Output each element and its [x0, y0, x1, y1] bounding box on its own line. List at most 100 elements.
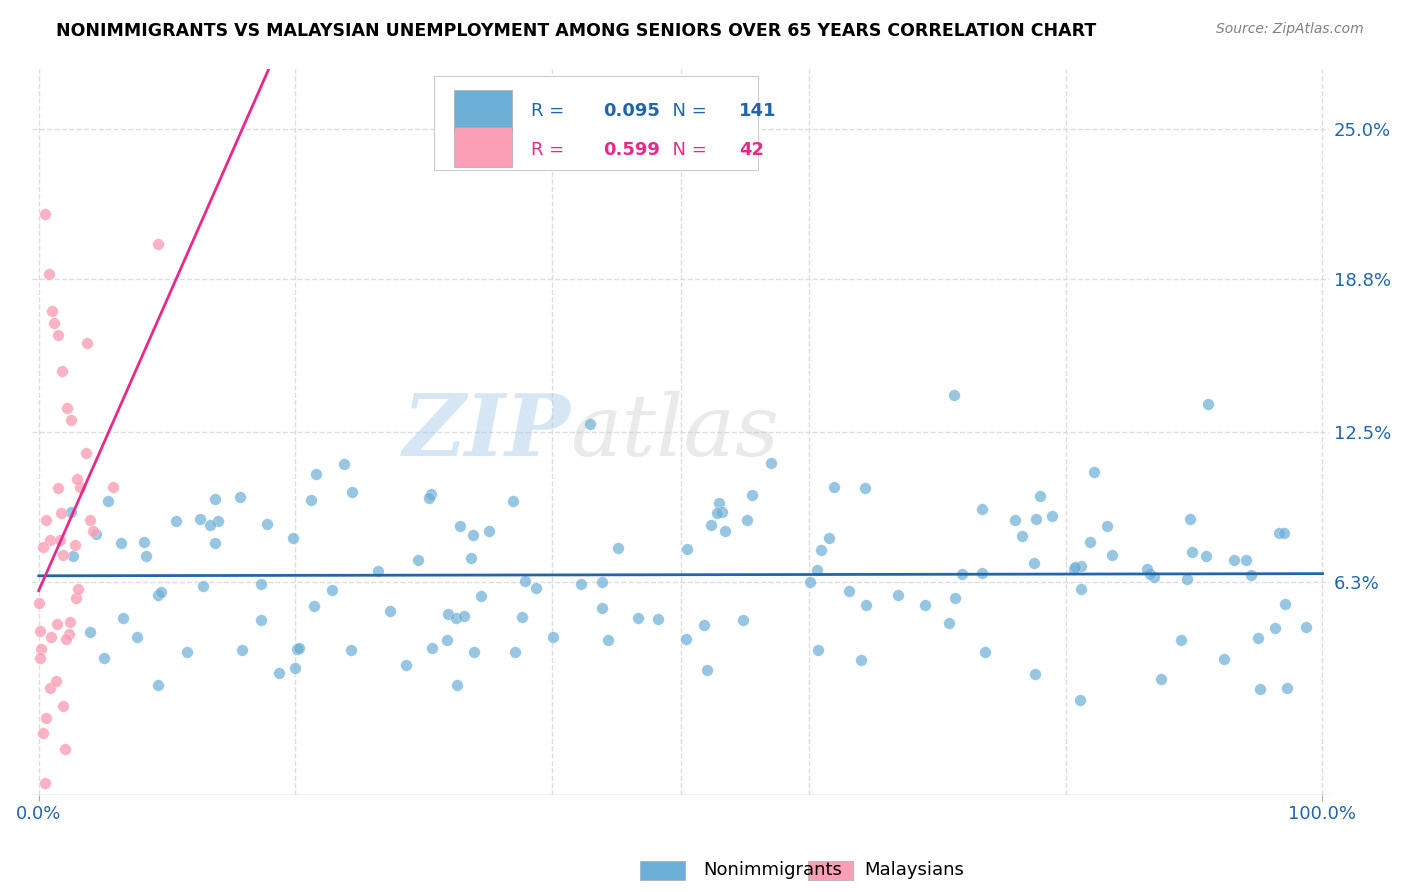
Point — [146, 236, 169, 251]
Text: 0.599: 0.599 — [603, 141, 659, 159]
Point — [543, 630, 565, 644]
Point — [591, 575, 613, 590]
Point — [229, 490, 252, 504]
Point — [69, 480, 91, 494]
Text: 141: 141 — [740, 102, 776, 120]
Point — [446, 678, 468, 692]
Point — [1178, 512, 1201, 526]
Point — [188, 512, 211, 526]
Point — [1150, 672, 1173, 686]
Point — [231, 643, 253, 657]
Point — [93, 651, 115, 665]
Point — [706, 506, 728, 520]
Point — [46, 481, 69, 495]
Point — [1004, 513, 1026, 527]
Point — [1101, 548, 1123, 562]
Point — [304, 599, 326, 614]
Point — [1181, 545, 1204, 559]
Point — [249, 613, 271, 627]
Point — [449, 519, 471, 533]
Point — [59, 412, 82, 426]
Point — [30, 650, 52, 665]
Point — [82, 524, 104, 538]
Point — [288, 641, 311, 656]
Point — [713, 524, 735, 539]
Point — [76, 336, 98, 351]
Text: ZIP: ZIP — [402, 390, 571, 474]
Point — [502, 494, 524, 508]
Point — [204, 491, 226, 506]
Point — [1264, 621, 1286, 635]
Point — [1024, 667, 1046, 681]
Point — [1268, 526, 1291, 541]
Point — [59, 615, 82, 629]
Point — [103, 479, 125, 493]
Point — [62, 549, 84, 564]
Point — [578, 417, 600, 431]
Point — [851, 653, 873, 667]
Point — [395, 658, 418, 673]
Point — [191, 579, 214, 593]
Point — [1025, 512, 1047, 526]
Point — [420, 640, 443, 655]
Point — [1028, 490, 1050, 504]
Point — [65, 591, 87, 606]
Point — [887, 588, 910, 602]
Point — [267, 666, 290, 681]
Text: atlas: atlas — [571, 391, 779, 473]
Point — [1247, 631, 1270, 645]
Point — [823, 480, 845, 494]
Point — [111, 610, 134, 624]
Point — [34, 776, 56, 790]
Point — [127, 630, 149, 644]
Point — [735, 512, 758, 526]
Text: R =: R = — [531, 102, 571, 120]
Point — [1011, 529, 1033, 543]
Point — [1175, 573, 1198, 587]
Point — [470, 589, 492, 603]
Point — [281, 531, 304, 545]
Point — [30, 624, 52, 639]
Text: NONIMMIGRANTS VS MALAYSIAN UNEMPLOYMENT AMONG SENIORS OVER 65 YEARS CORRELATION : NONIMMIGRANTS VS MALAYSIAN UNEMPLOYMENT … — [56, 22, 1097, 40]
Point — [1195, 549, 1218, 563]
Point — [342, 484, 364, 499]
Point — [176, 645, 198, 659]
Text: Nonimmigrants: Nonimmigrants — [703, 861, 842, 879]
Point — [510, 610, 533, 624]
Point — [942, 388, 965, 402]
Point — [35, 513, 58, 527]
Point — [1234, 553, 1257, 567]
Point — [731, 613, 754, 627]
Point — [1213, 651, 1236, 665]
Point — [110, 536, 132, 550]
Point — [974, 645, 997, 659]
Point — [97, 493, 120, 508]
Text: R =: R = — [531, 141, 571, 159]
Point — [1069, 692, 1091, 706]
Point — [1143, 570, 1166, 584]
Point — [38, 268, 60, 282]
Point — [63, 538, 86, 552]
Point — [972, 502, 994, 516]
Point — [51, 364, 73, 378]
Point — [52, 698, 75, 713]
Point — [436, 607, 458, 622]
Point — [799, 574, 821, 589]
Point — [591, 601, 613, 615]
Point — [460, 550, 482, 565]
Text: 42: 42 — [740, 141, 763, 159]
FancyBboxPatch shape — [454, 127, 512, 167]
Point — [367, 565, 389, 579]
Point — [134, 535, 156, 549]
Point — [596, 632, 619, 647]
Point — [42, 316, 65, 330]
Point — [38, 681, 60, 696]
Point — [675, 632, 697, 647]
Point — [256, 516, 278, 531]
Point — [46, 327, 69, 342]
Point — [285, 642, 308, 657]
Point — [49, 506, 72, 520]
Point — [838, 584, 860, 599]
Text: Source: ZipAtlas.com: Source: ZipAtlas.com — [1216, 22, 1364, 37]
Point — [419, 487, 441, 501]
